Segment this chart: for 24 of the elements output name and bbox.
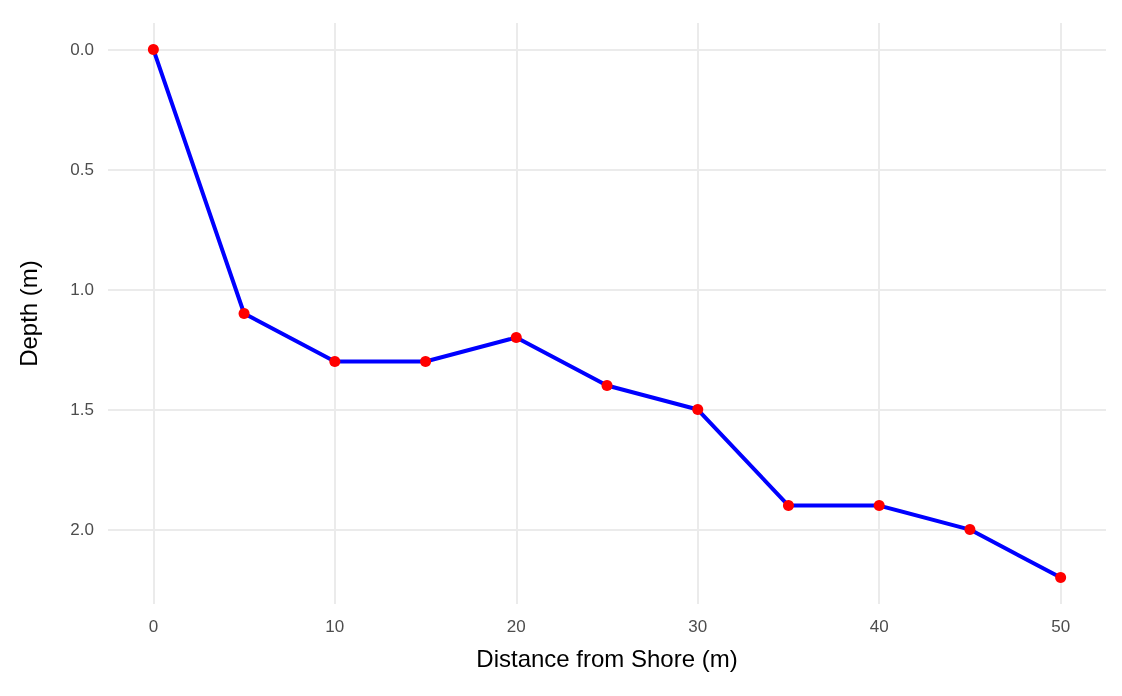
point xyxy=(782,500,794,512)
x-tick-label: 40 xyxy=(869,617,889,636)
x-tick-label: 30 xyxy=(688,617,708,636)
point xyxy=(510,332,522,344)
x-tick-label: 10 xyxy=(325,617,345,636)
point xyxy=(238,308,250,319)
point xyxy=(964,524,976,536)
y-tick-label: 2.0 xyxy=(70,520,94,540)
point xyxy=(601,380,613,392)
x-axis-title: Distance from Shore (m) xyxy=(476,644,738,672)
point xyxy=(420,356,432,368)
point xyxy=(692,404,704,416)
y-tick-label: 0.0 xyxy=(70,39,94,59)
y-tick-label: 1.5 xyxy=(70,400,94,420)
point xyxy=(329,356,341,368)
y-tick-label: 1.0 xyxy=(70,279,94,299)
x-tick-label: 50 xyxy=(1051,617,1071,636)
x-tick-label: 20 xyxy=(506,617,526,636)
y-axis-title: Depth (m) xyxy=(14,260,42,367)
y-tick-label: 0.5 xyxy=(70,159,94,179)
point xyxy=(147,43,159,55)
point xyxy=(1055,572,1067,584)
point xyxy=(873,500,885,512)
x-tick-label: 0 xyxy=(148,617,159,636)
